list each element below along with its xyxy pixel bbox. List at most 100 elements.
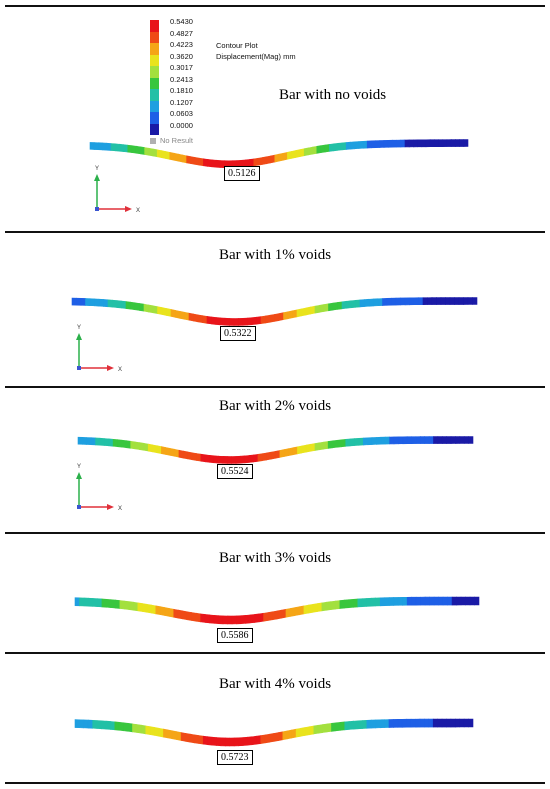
- bar-segment: [248, 454, 254, 463]
- bar-segment: [301, 444, 307, 454]
- bar-segment: [227, 615, 233, 625]
- bar-segment: [159, 606, 166, 616]
- bar-segment: [397, 718, 403, 728]
- bar-segment: [341, 300, 347, 310]
- bar-segment: [384, 719, 390, 728]
- panel-no-voids: 0.5430 0.4827 0.4223 0.3620 0.3017 0.2413 0.18…: [5, 7, 545, 231]
- bar-segment: [455, 436, 461, 444]
- bar-segment: [240, 455, 246, 464]
- bar-segment: [112, 299, 118, 308]
- bar-segment: [393, 597, 399, 606]
- bar-segment: [316, 145, 322, 154]
- bar-segment: [92, 598, 98, 607]
- bar-segment: [79, 597, 85, 607]
- bar-segment: [87, 719, 93, 729]
- bar-segment: [124, 600, 130, 610]
- bar-segment: [387, 139, 393, 148]
- bar-segment: [332, 439, 338, 449]
- bar-segment: [186, 611, 193, 621]
- bar-segment: [428, 436, 434, 444]
- bar-segment: [167, 729, 173, 740]
- bar-segment: [165, 151, 171, 160]
- bar-segment: [242, 736, 248, 746]
- bar-segment: [149, 726, 155, 736]
- bar-segment: [379, 597, 386, 607]
- bar-segment: [231, 615, 237, 625]
- max-displacement-label: 0.5524: [217, 464, 253, 479]
- bar-segment: [251, 316, 257, 326]
- bar-segment: [194, 734, 200, 744]
- bar-segment: [211, 736, 217, 746]
- bar-segment: [317, 724, 323, 734]
- bar-segment: [224, 317, 230, 326]
- bar-segment: [319, 304, 325, 313]
- bar-segment: [317, 602, 323, 612]
- bar-segment: [74, 719, 80, 729]
- bar-segment: [432, 718, 438, 728]
- bar-segment: [332, 302, 338, 311]
- bar-segment: [335, 600, 341, 610]
- bar-segment: [294, 606, 300, 616]
- bar-segment: [226, 456, 232, 464]
- bar-segment: [184, 311, 190, 321]
- bar-segment: [83, 597, 89, 607]
- bar-segment: [82, 437, 88, 445]
- bar-segment: [236, 615, 242, 625]
- bar-segment: [455, 139, 460, 147]
- bar-segment: [339, 599, 345, 609]
- bar-segment: [119, 143, 124, 152]
- bar-segment: [286, 729, 292, 740]
- bar-segment: [278, 731, 284, 741]
- bar-segment: [402, 436, 408, 445]
- legend-level-label: 0.3017: [170, 63, 193, 72]
- bar-segment: [371, 437, 377, 445]
- bar-segment: [134, 441, 140, 450]
- bar-segment: [305, 443, 311, 453]
- bar-segment: [269, 733, 275, 743]
- bar-segment: [434, 139, 439, 148]
- no-result-swatch: [150, 138, 156, 145]
- bar-segment: [169, 151, 175, 161]
- bar-segment: [337, 142, 343, 151]
- bar-segment: [436, 297, 442, 305]
- bar-segment: [207, 736, 213, 746]
- bar-segment: [401, 718, 407, 728]
- z-axis-marker: [77, 505, 81, 509]
- bar-segment: [114, 143, 120, 152]
- bar-segment: [177, 153, 183, 163]
- bar-segment: [465, 596, 471, 606]
- bar-segment: [299, 148, 305, 157]
- bar-segment: [408, 139, 414, 148]
- bar-segment: [128, 601, 134, 611]
- bar-segment: [229, 318, 235, 326]
- bar-segment: [437, 718, 443, 728]
- bar-segment: [254, 613, 260, 623]
- bar-segment: [376, 436, 382, 445]
- bar-segment: [247, 317, 253, 326]
- bar-segment: [442, 596, 448, 606]
- bar-segment: [203, 158, 208, 167]
- legend-level-label: 0.2413: [170, 74, 193, 84]
- bar-segment: [415, 596, 421, 606]
- bar-segment: [349, 438, 355, 447]
- bar-segment: [393, 719, 399, 728]
- divider-1: [5, 231, 545, 233]
- bar-segment: [79, 719, 85, 729]
- bar-segment: [260, 315, 266, 324]
- bar-segment: [288, 447, 294, 456]
- bar-segment: [362, 140, 368, 149]
- bar-segment: [125, 440, 131, 449]
- legend-color-swatch: [150, 54, 159, 66]
- bar-segment: [406, 596, 412, 606]
- bar-segment: [406, 718, 412, 728]
- legend-color-swatch: [150, 31, 159, 43]
- bar-segment: [370, 597, 377, 607]
- bar-segment: [233, 318, 239, 326]
- bar-segment: [299, 605, 305, 616]
- bar-segment: [313, 724, 319, 735]
- bar-segment: [200, 453, 206, 463]
- bar-segment: [287, 151, 292, 160]
- panel-title: Bar with 1% voids: [218, 247, 332, 263]
- bar-segment: [193, 313, 199, 323]
